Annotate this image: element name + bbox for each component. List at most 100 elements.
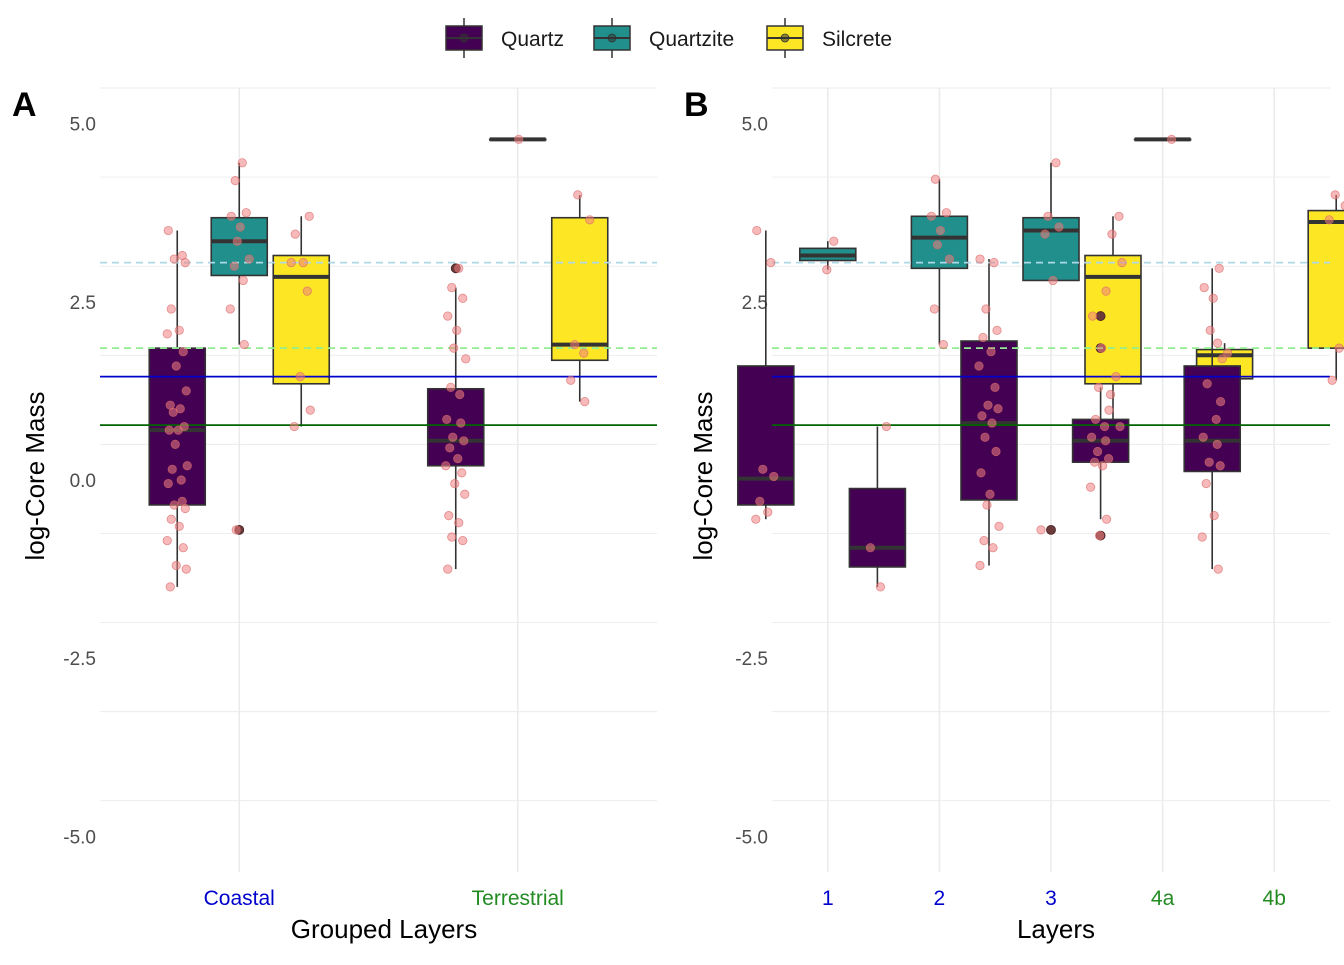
data-point (454, 263, 464, 273)
data-point (579, 348, 589, 358)
data-point (1115, 421, 1125, 432)
data-point (1102, 514, 1112, 524)
boxes (736, 137, 1344, 587)
box-quartzite-1 (798, 241, 857, 270)
x-tick-label: 2 (934, 887, 946, 910)
legend-item-quartz: Quartz (445, 18, 564, 58)
data-point (1204, 457, 1214, 467)
data-point (166, 514, 176, 524)
box-body (550, 216, 609, 362)
data-point (1202, 379, 1212, 389)
data-point (448, 432, 458, 442)
y-tick-label: -5.0 (63, 827, 96, 848)
legend-label: Quartzite (649, 28, 734, 51)
data-point (1114, 211, 1124, 221)
data-point (238, 275, 248, 286)
data-point (1330, 190, 1340, 200)
data-point (459, 436, 469, 446)
data-point (1213, 338, 1223, 348)
data-point (1048, 275, 1058, 286)
data-point (987, 418, 997, 428)
data-point (1111, 372, 1121, 382)
data-point (182, 461, 192, 471)
data-point (758, 464, 768, 474)
data-point (1212, 439, 1222, 449)
data-point (974, 361, 984, 371)
data-point (1223, 348, 1233, 358)
data-point (881, 421, 892, 432)
data-point (235, 222, 245, 232)
data-point (1201, 478, 1211, 489)
data-point (445, 443, 455, 453)
x-axis-title: Layers (1017, 914, 1095, 944)
data-point (447, 532, 457, 542)
data-point (573, 190, 583, 200)
data-point (167, 464, 177, 474)
data-point (1051, 158, 1061, 168)
data-point (1208, 293, 1218, 303)
data-point (1197, 532, 1207, 542)
data-point (1093, 446, 1103, 457)
data-point (1324, 215, 1334, 225)
data-point (454, 518, 464, 528)
data-point (1104, 454, 1114, 464)
data-point (162, 329, 172, 339)
data-point (1334, 343, 1344, 353)
data-point (1117, 258, 1127, 268)
data-point (941, 208, 952, 218)
data-point (180, 503, 190, 514)
legend-label: Quartz (501, 28, 564, 51)
data-point (460, 489, 470, 499)
data-point (174, 521, 184, 531)
box-quartz-2 (848, 426, 907, 587)
data-point (875, 582, 886, 592)
panel-label: B (684, 86, 709, 124)
data-point (1088, 311, 1098, 321)
data-point (457, 468, 467, 478)
data-point (1101, 286, 1111, 296)
data-point (1215, 461, 1225, 471)
data-point (170, 439, 180, 449)
panel-label: A (12, 86, 37, 124)
box-body (272, 254, 331, 385)
box-quartz-1 (736, 230, 795, 520)
data-point (580, 396, 590, 407)
data-point (168, 407, 178, 417)
data-point (1216, 396, 1226, 407)
legend-label: Silcrete (822, 28, 892, 51)
data-point (163, 225, 173, 236)
x-tick-label: 4b (1263, 887, 1286, 910)
y-tick-label: -5.0 (735, 827, 768, 848)
data-point (181, 564, 191, 574)
data-point (237, 158, 247, 168)
data-point (865, 543, 876, 553)
y-tick-label: -2.5 (735, 649, 768, 670)
data-point (944, 254, 955, 264)
data-point (985, 489, 995, 499)
x-tick-label: 4a (1151, 887, 1175, 910)
data-point (458, 293, 468, 303)
data-point (979, 535, 989, 546)
data-point (1087, 432, 1097, 442)
data-point (304, 211, 314, 221)
data-point (983, 400, 993, 410)
data-point (226, 211, 236, 221)
data-point (1086, 482, 1096, 492)
data-point (755, 496, 765, 506)
data-point (176, 475, 186, 485)
data-point (1205, 325, 1215, 335)
data-point (165, 582, 175, 592)
data-point (752, 225, 762, 236)
data-point (992, 325, 1002, 335)
data-point (164, 425, 174, 435)
data-point (1100, 421, 1110, 432)
data-point (1036, 525, 1046, 535)
legend-key-point (780, 33, 790, 43)
box-silcrete-coastal (272, 216, 331, 427)
data-point (456, 418, 466, 428)
y-tick-label: 5.0 (742, 115, 768, 136)
data-point (171, 361, 181, 371)
data-point (441, 461, 451, 471)
data-point (443, 564, 453, 574)
